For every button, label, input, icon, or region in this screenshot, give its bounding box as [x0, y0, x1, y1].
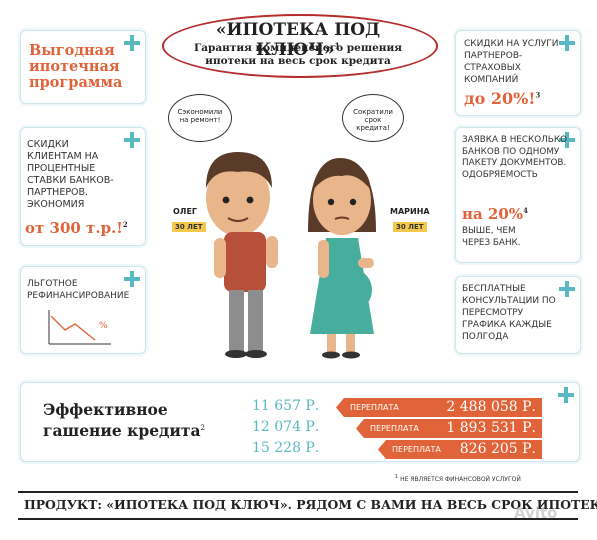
overpay-label-2: ПЕРЕПЛАТА [370, 424, 419, 433]
header-title-sup: 1 [334, 40, 341, 51]
card-bank-application-amount: на 20%4 [462, 205, 528, 223]
chart-percent-label: % [99, 321, 108, 331]
card-client-discounts: Скидки клиентам на процентные ставки бан… [20, 127, 146, 246]
card-bank-application-text2: выше, чем через банк. [462, 226, 521, 248]
plus-icon [558, 387, 574, 403]
overpay-tag-2: ПЕРЕПЛАТА 1 893 531 Р. [356, 419, 542, 438]
card-free-consultations-text: Бесплатные консультации по пересмотру гр… [462, 284, 556, 342]
plus-icon [559, 281, 575, 297]
header-title: «ИПОТЕКА ПОД КЛЮЧ»1 [215, 20, 381, 60]
overpay-value-2: 1 893 531 Р. [446, 420, 536, 436]
header-subtitle: Гарантия комплексного решения ипотеки на… [193, 42, 403, 67]
overpay-label-3: ПЕРЕПЛАТА [392, 445, 441, 454]
payment-amount-3: 15 228 Р. [252, 440, 320, 456]
footnote: 1 НЕ ЯВЛЯЕТСЯ ФИНАНСОВОЙ УСЛУГОЙ [395, 474, 521, 483]
card-refinancing-text: Льготное рефинансирование [27, 279, 130, 301]
avito-watermark: Avito [514, 504, 558, 522]
marina-name: МАРИНА [390, 207, 430, 216]
payment-amount-2: 12 074 Р. [252, 419, 320, 435]
overpay-value-1: 2 488 058 Р. [446, 399, 536, 415]
overpay-value-3: 826 205 Р. [459, 441, 536, 457]
card-insurance-discounts-amount: до 20%!3 [464, 89, 541, 108]
oleg-speech-bubble: Сэкономили на ремонт! [168, 94, 232, 142]
overpay-tag-3: ПЕРЕПЛАТА 826 205 Р. [378, 440, 542, 459]
plus-icon [559, 132, 575, 148]
marina-speech-bubble: Сократили срок кредита! [342, 94, 404, 142]
oleg-age: 30 ЛЕТ [172, 222, 206, 232]
header-oval [162, 14, 438, 78]
plus-icon [124, 271, 140, 287]
plus-icon [124, 35, 140, 51]
card-mortgage-program-text: Выгодная ипотечная программа [29, 42, 123, 91]
oleg-figure [206, 152, 278, 358]
card-client-discounts-text: Скидки клиентам на процентные ставки бан… [27, 139, 114, 210]
card-free-consultations: Бесплатные консультации по пересмотру гр… [455, 276, 581, 354]
card-bank-application-text: Заявка в несколько банков по одному паке… [462, 135, 567, 180]
payments-title: Эффективное гашение кредита2 [43, 400, 205, 441]
plus-icon [559, 35, 575, 51]
overpay-label-1: ПЕРЕПЛАТА [350, 403, 399, 412]
overpay-tag-1: ПЕРЕПЛАТА 2 488 058 Р. [336, 398, 542, 417]
footer-text: ПРОДУКТ: «ИПОТЕКА ПОД КЛЮЧ». РЯДОМ С ВАМ… [24, 497, 597, 512]
payment-amount-1: 11 657 Р. [252, 398, 320, 414]
oleg-name: ОЛЕГ [173, 207, 198, 216]
card-client-discounts-amount: от 300 т.р.!2 [25, 219, 128, 237]
card-insurance-discounts-text: Скидки на услуги партнеров-страховых ком… [464, 39, 559, 85]
card-refinancing: Льготное рефинансирование % [20, 266, 146, 354]
card-insurance-discounts: Скидки на услуги партнеров-страховых ком… [455, 30, 581, 116]
marina-figure [308, 158, 376, 359]
marina-age: 30 ЛЕТ [393, 222, 427, 232]
plus-icon [124, 132, 140, 148]
rate-decline-chart-icon: % [48, 310, 111, 345]
card-bank-application: Заявка в несколько банков по одному паке… [455, 127, 581, 263]
card-mortgage-program: Выгодная ипотечная программа [20, 30, 146, 104]
footer-banner: ПРОДУКТ: «ИПОТЕКА ПОД КЛЮЧ». РЯДОМ С ВАМ… [18, 491, 597, 520]
